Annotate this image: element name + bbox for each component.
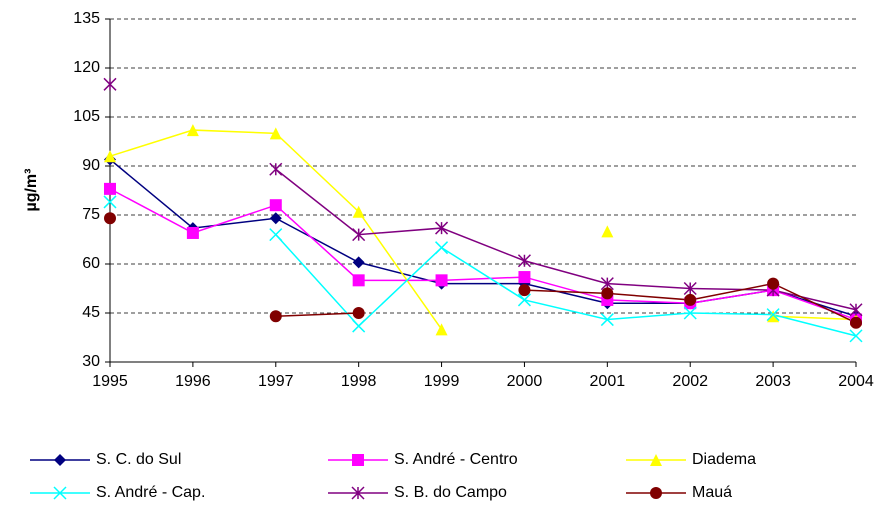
marker xyxy=(104,212,116,225)
x-tick-label: 1999 xyxy=(424,373,460,390)
marker xyxy=(269,228,283,242)
marker xyxy=(684,293,697,306)
marker xyxy=(650,487,662,499)
marker xyxy=(103,195,117,209)
y-tick-label: 45 xyxy=(82,304,100,321)
marker xyxy=(54,454,66,466)
marker xyxy=(352,319,366,333)
y-tick-label: 135 xyxy=(73,10,100,27)
marker xyxy=(269,162,283,176)
marker xyxy=(518,271,531,284)
x-tick-label: 2003 xyxy=(755,373,791,390)
marker xyxy=(269,199,282,212)
marker xyxy=(435,274,448,287)
legend-label: S. C. do Sul xyxy=(96,451,181,468)
marker xyxy=(767,310,780,323)
marker xyxy=(269,310,282,323)
legend-label: S. B. do Campo xyxy=(394,484,507,501)
x-tick-label: 1998 xyxy=(341,373,377,390)
marker xyxy=(352,205,365,218)
marker xyxy=(650,454,662,466)
marker xyxy=(601,287,614,300)
series-line xyxy=(109,158,857,317)
marker xyxy=(600,313,614,327)
x-tick-label: 2001 xyxy=(590,373,626,390)
x-tick-label: 1996 xyxy=(175,373,211,390)
legend-label: Mauá xyxy=(692,484,732,501)
x-tick-label: 1995 xyxy=(92,373,128,390)
marker xyxy=(104,150,116,163)
y-axis-label: µg/m³ xyxy=(23,169,40,212)
marker xyxy=(352,454,364,466)
y-tick-label: 60 xyxy=(82,255,100,272)
marker xyxy=(104,182,116,195)
y-tick-label: 105 xyxy=(73,108,100,125)
marker xyxy=(435,323,448,336)
marker xyxy=(186,124,199,137)
marker xyxy=(435,241,449,255)
marker xyxy=(352,256,365,269)
marker xyxy=(849,303,863,317)
marker xyxy=(849,329,863,343)
marker xyxy=(352,307,365,319)
marker xyxy=(767,277,780,290)
marker xyxy=(269,212,282,225)
marker xyxy=(683,281,697,296)
series-line xyxy=(109,188,857,321)
y-tick-label: 30 xyxy=(82,353,100,370)
x-tick-label: 2004 xyxy=(838,373,874,390)
marker xyxy=(766,308,780,322)
series-line xyxy=(275,234,857,337)
marker xyxy=(518,284,531,297)
marker xyxy=(352,274,365,287)
marker xyxy=(351,486,365,500)
y-tick-label: 75 xyxy=(82,206,100,223)
x-tick-label: 2002 xyxy=(672,373,708,390)
marker xyxy=(186,226,199,239)
marker xyxy=(53,486,67,500)
marker xyxy=(850,316,862,329)
marker xyxy=(683,306,697,320)
marker xyxy=(517,254,531,268)
y-tick-label: 120 xyxy=(73,59,100,76)
series-line xyxy=(275,168,857,311)
marker xyxy=(269,127,282,140)
marker xyxy=(352,228,366,242)
y-tick-label: 90 xyxy=(82,157,100,174)
legend-label: S. André - Centro xyxy=(394,451,518,468)
x-tick-label: 2000 xyxy=(507,373,543,390)
series-line xyxy=(109,129,857,330)
marker xyxy=(435,221,449,235)
marker xyxy=(103,77,117,91)
legend-label: S. André - Cap. xyxy=(96,484,205,501)
legend-label: Diadema xyxy=(692,451,756,468)
x-tick-label: 1997 xyxy=(258,373,294,390)
marker xyxy=(601,225,614,238)
marker xyxy=(517,293,531,307)
